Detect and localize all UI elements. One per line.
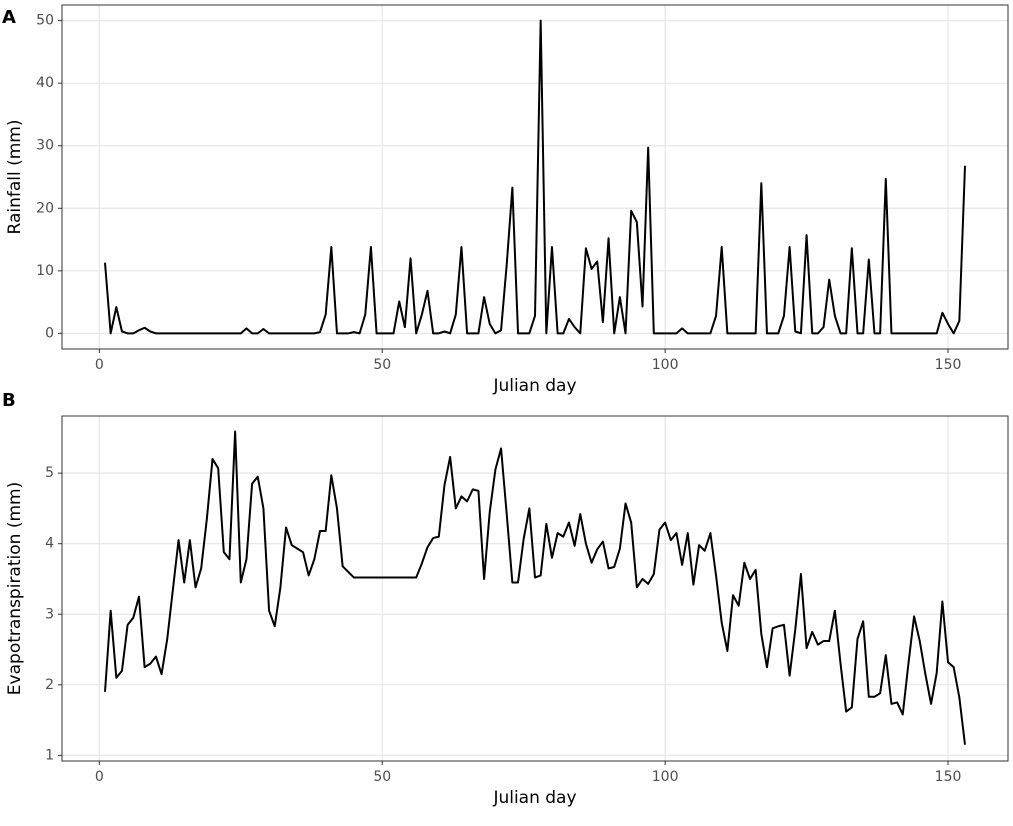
y-tick-label: 1 [45, 747, 54, 763]
x-tick-label: 50 [373, 769, 391, 785]
y-tick-label: 20 [36, 200, 54, 216]
data-line [104, 19, 966, 335]
x-axis-title: Julian day [492, 788, 576, 808]
y-tick-label: 5 [45, 465, 54, 481]
data-line [104, 430, 966, 745]
y-tick-label: 40 [36, 75, 54, 91]
x-axis-title: Julian day [492, 376, 576, 396]
y-axis-title: Evapotranspiration (mm) [5, 482, 25, 695]
y-tick-label: 0 [45, 325, 54, 341]
y-tick-label: 3 [45, 606, 54, 622]
y-tick-label: 4 [45, 536, 54, 552]
panel-label: A [2, 7, 16, 28]
y-tick-label: 2 [45, 677, 54, 693]
y-axis-title: Rainfall (mm) [5, 120, 25, 235]
x-tick-label: 0 [95, 769, 104, 785]
y-tick-label: 50 [36, 13, 54, 29]
x-tick-label: 0 [95, 357, 104, 373]
x-tick-label: 100 [652, 769, 679, 785]
plot-background [62, 416, 1008, 761]
y-tick-label: 30 [36, 138, 54, 154]
x-tick-label: 50 [373, 357, 391, 373]
x-tick-label: 100 [652, 357, 679, 373]
plot-frame [61, 4, 1009, 350]
panel-label: B [2, 390, 16, 411]
y-tick-label: 10 [36, 263, 54, 279]
x-tick-label: 150 [935, 357, 962, 373]
plot-frame [61, 415, 1009, 762]
x-tick-label: 150 [935, 769, 962, 785]
